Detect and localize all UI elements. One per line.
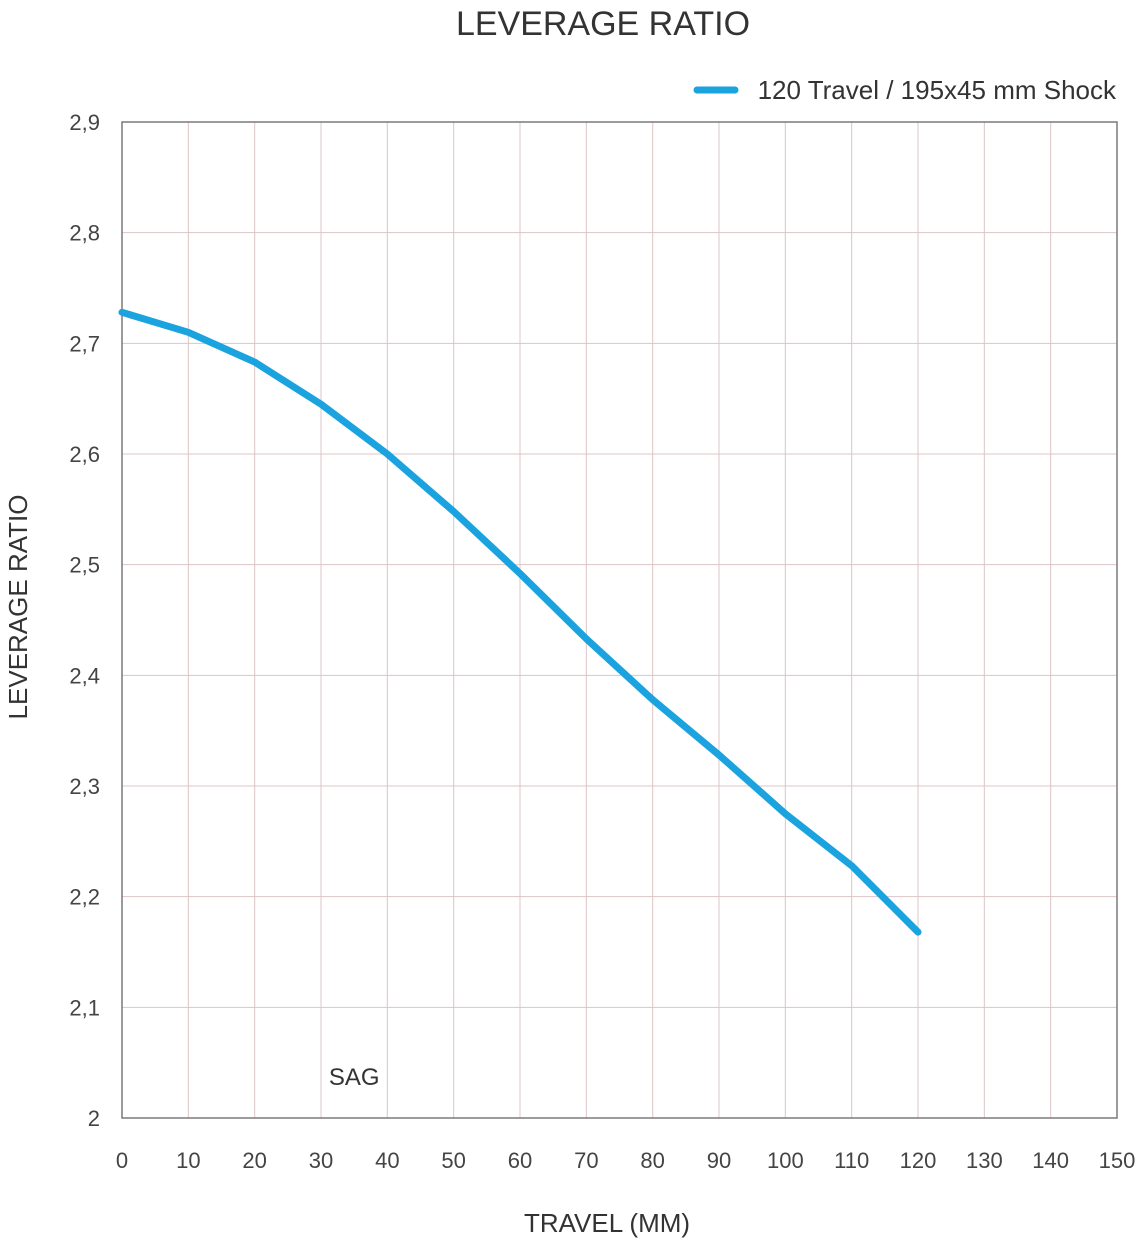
y-tick-label: 2,6 xyxy=(69,442,100,467)
y-tick-label: 2,8 xyxy=(69,221,100,246)
y-tick-label: 2,7 xyxy=(69,331,100,356)
x-tick-label: 100 xyxy=(767,1148,804,1173)
x-tick-label: 130 xyxy=(966,1148,1003,1173)
x-tick-label: 10 xyxy=(176,1148,200,1173)
y-tick-label: 2 xyxy=(88,1106,100,1131)
x-tick-label: 50 xyxy=(441,1148,465,1173)
x-tick-label: 70 xyxy=(574,1148,598,1173)
x-tick-label: 20 xyxy=(242,1148,266,1173)
legend-label: 120 Travel / 195x45 mm Shock xyxy=(758,75,1117,105)
y-tick-label: 2,1 xyxy=(69,995,100,1020)
grid-lines xyxy=(121,121,1118,1119)
y-tick-label: 2,5 xyxy=(69,553,100,578)
chart-title: LEVERAGE RATIO xyxy=(456,5,750,43)
y-tick-label: 2,9 xyxy=(69,110,100,135)
x-axis-label: TRAVEL (MM) xyxy=(524,1208,690,1238)
y-tick-label: 2,3 xyxy=(69,774,100,799)
annotations: SAG xyxy=(329,1064,380,1091)
legend: 120 Travel / 195x45 mm Shock xyxy=(693,75,1117,105)
y-axis-label: LEVERAGE RATIO xyxy=(3,495,33,720)
sag-annotation: SAG xyxy=(329,1064,380,1091)
x-tick-label: 40 xyxy=(375,1148,399,1173)
plot-frame xyxy=(121,121,1118,1119)
tick-labels: 0 10 20 30 40 50 60 70 80 90 100 110 120 130 140 150 2 2,… xyxy=(69,110,1135,1173)
x-tick-label: 120 xyxy=(900,1148,937,1173)
x-tick-label: 0 xyxy=(116,1148,128,1173)
y-tick-label: 2,2 xyxy=(69,885,100,910)
x-tick-label: 30 xyxy=(309,1148,333,1173)
x-tick-label: 60 xyxy=(508,1148,532,1173)
x-tick-label: 140 xyxy=(1032,1148,1069,1173)
x-tick-label: 110 xyxy=(834,1148,869,1173)
x-tick-label: 80 xyxy=(640,1148,664,1173)
x-tick-label: 90 xyxy=(707,1148,731,1173)
series-line xyxy=(118,308,922,936)
y-tick-label: 2,4 xyxy=(69,663,100,688)
series-layer xyxy=(118,308,922,936)
x-tick-label: 150 xyxy=(1099,1148,1136,1173)
